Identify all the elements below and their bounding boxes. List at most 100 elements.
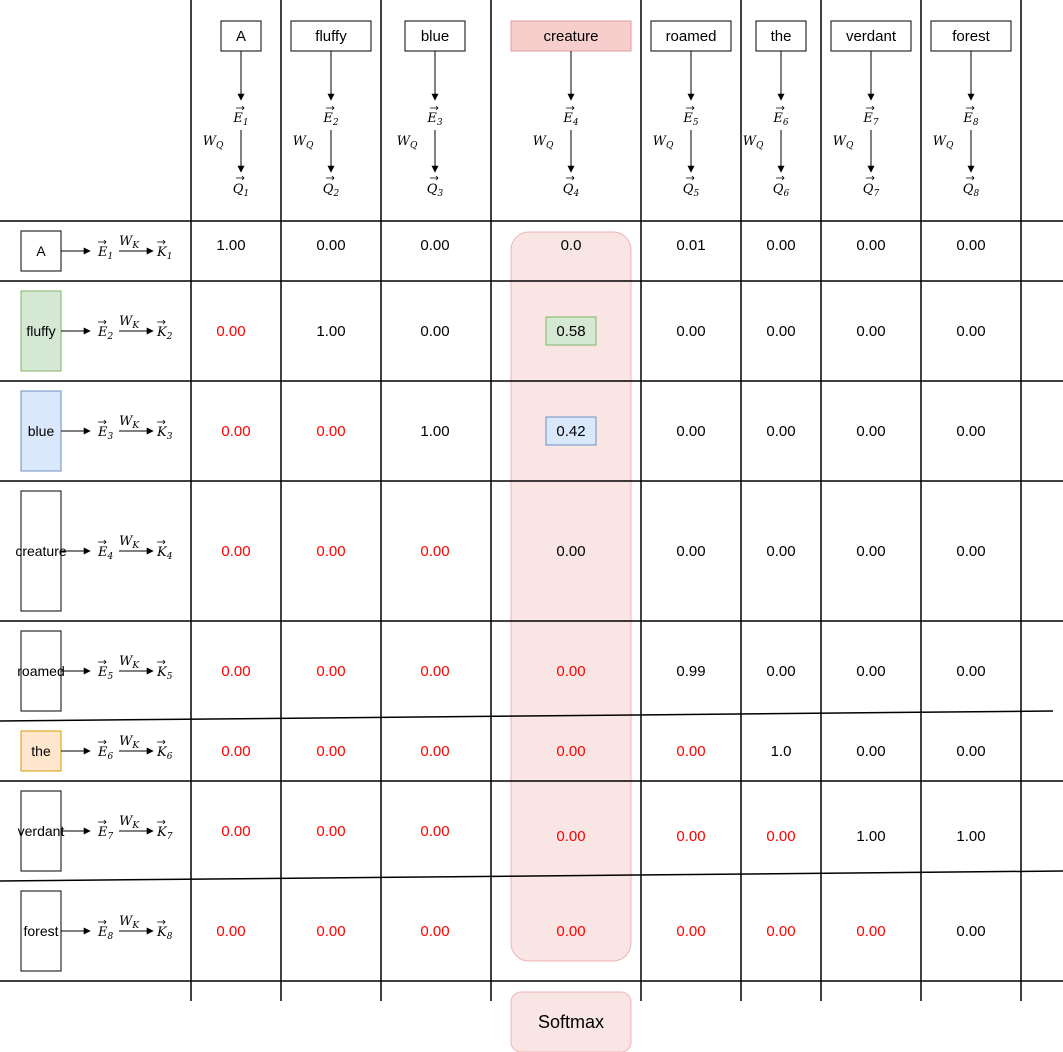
grid-hline xyxy=(0,870,1063,882)
column-header-forest: forest E8 WQ Q8 xyxy=(930,20,1012,199)
attention-cell: 0.00 xyxy=(420,323,449,340)
attention-value: 0.00 xyxy=(676,423,705,440)
query-symbol: Q4 xyxy=(563,182,580,199)
attention-cell: 0.00 xyxy=(556,923,585,940)
token-label: forest xyxy=(952,28,990,45)
attention-cell: 0.00 xyxy=(316,237,345,254)
attention-cell: 0.00 xyxy=(556,743,585,760)
attention-cell: 0.00 xyxy=(221,423,250,440)
vector-arrow-icon xyxy=(966,105,975,111)
attention-value: 0.00 xyxy=(856,543,885,560)
attention-cell: 0.00 xyxy=(556,828,585,845)
attention-cell: 0.00 xyxy=(766,543,795,560)
token-label: creature xyxy=(543,28,598,45)
row-header-a: A E1 WK K1 xyxy=(20,230,172,272)
row-header-roamed: roamed E5 WK K5 xyxy=(17,630,173,712)
vector-arrow-icon xyxy=(157,919,166,925)
row-header-blue: blue E3 WK K3 xyxy=(20,390,173,472)
attention-cell: 0.00 xyxy=(216,323,245,340)
attention-cell: 0.00 xyxy=(766,237,795,254)
creature-column-band xyxy=(510,231,632,962)
attention-cell: 0.00 xyxy=(556,663,585,680)
token-label: A xyxy=(236,28,246,45)
masked-value: 0.00 xyxy=(556,663,585,680)
key-weight-label: WK xyxy=(119,314,140,331)
attention-value: 0.00 xyxy=(856,663,885,680)
attention-cell: 0.0 xyxy=(561,237,582,254)
masked-value: 0.00 xyxy=(216,323,245,340)
attention-value: 0.00 xyxy=(766,663,795,680)
attention-value: 1.0 xyxy=(771,743,792,760)
vector-arrow-icon xyxy=(866,105,875,111)
masked-value: 0.00 xyxy=(420,743,449,760)
query-weight-label: WQ xyxy=(203,134,224,151)
vector-arrow-icon xyxy=(966,175,975,181)
column-headers: A E1 WQ Q1 fluffy E2 WQ Q2 blue E3 WQ Q3 creature E4 W… xyxy=(203,20,1012,199)
masked-value: 0.00 xyxy=(556,743,585,760)
attention-cell: 0.00 xyxy=(316,923,345,940)
token-box xyxy=(20,790,62,872)
attention-value: 0.00 xyxy=(856,743,885,760)
attention-value: 0.00 xyxy=(856,423,885,440)
masked-value: 0.00 xyxy=(676,743,705,760)
attention-cell: 1.00 xyxy=(216,237,245,254)
key-symbol: K3 xyxy=(156,425,173,442)
token-box xyxy=(830,20,912,52)
attention-value: 0.58 xyxy=(556,323,585,340)
attention-cell: 0.00 xyxy=(766,323,795,340)
key-weight-label: WK xyxy=(119,654,140,671)
masked-value: 0.00 xyxy=(420,543,449,560)
vector-arrow-icon xyxy=(776,105,785,111)
masked-value: 0.00 xyxy=(221,663,250,680)
attention-cell: 0.00 xyxy=(420,823,449,840)
vector-arrow-icon xyxy=(566,105,575,111)
query-weight-label: WQ xyxy=(833,134,854,151)
attention-value: 0.00 xyxy=(956,743,985,760)
attention-value: 0.00 xyxy=(956,423,985,440)
attention-cell: 0.00 xyxy=(766,663,795,680)
token-box xyxy=(290,20,372,52)
masked-value: 0.00 xyxy=(216,923,245,940)
column-header-creature: creature E4 WQ Q4 xyxy=(510,20,632,199)
masked-value: 0.00 xyxy=(316,823,345,840)
embedding-symbol: E8 xyxy=(97,925,114,942)
token-box xyxy=(220,20,262,52)
attention-value: 0.00 xyxy=(316,237,345,254)
key-weight-label: WK xyxy=(119,414,140,431)
key-weight-label: WK xyxy=(119,814,140,831)
row-header-forest: forest E8 WK K8 xyxy=(20,890,173,972)
query-symbol: Q5 xyxy=(683,182,700,199)
attention-value: 0.01 xyxy=(676,237,705,254)
token-box xyxy=(20,390,62,472)
token-label: blue xyxy=(28,423,55,439)
embedding-symbol: E3 xyxy=(426,111,443,128)
vector-arrow-icon xyxy=(236,105,245,111)
embedding-symbol: E1 xyxy=(97,245,113,262)
vector-arrow-icon xyxy=(236,175,245,181)
masked-value: 0.00 xyxy=(676,828,705,845)
vector-arrow-icon xyxy=(157,819,166,825)
attention-value: 1.00 xyxy=(956,828,985,845)
vector-arrow-icon xyxy=(157,419,166,425)
query-symbol: Q3 xyxy=(427,182,444,199)
key-symbol: K2 xyxy=(156,325,173,342)
embedding-symbol: E5 xyxy=(97,665,114,682)
key-weight-label: WK xyxy=(119,914,140,931)
attention-cell: 0.00 xyxy=(221,543,250,560)
cell-highlight-box xyxy=(545,416,597,446)
attention-cell: 0.00 xyxy=(316,543,345,560)
vector-arrow-icon xyxy=(776,175,785,181)
attention-cell: 0.00 xyxy=(856,237,885,254)
grid-lines xyxy=(0,0,1063,1001)
row-header-the: the E6 WK K6 xyxy=(20,730,173,772)
vector-arrow-icon xyxy=(98,819,107,825)
attention-cell: 0.00 xyxy=(420,923,449,940)
token-box xyxy=(755,20,807,52)
vector-arrow-icon xyxy=(98,239,107,245)
vector-arrow-icon xyxy=(566,175,575,181)
embedding-symbol: E1 xyxy=(232,111,248,128)
column-header-fluffy: fluffy E2 WQ Q2 xyxy=(290,20,372,199)
masked-value: 0.00 xyxy=(556,828,585,845)
attention-cell: 0.00 xyxy=(676,828,705,845)
